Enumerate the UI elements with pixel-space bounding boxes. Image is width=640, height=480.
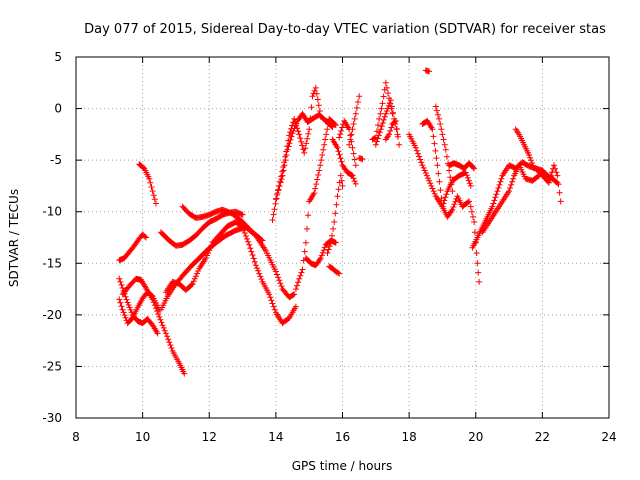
series-trace-z <box>419 117 473 220</box>
series-trace-w <box>422 67 433 75</box>
y-tick-label: 5 <box>54 50 62 64</box>
series-trace-af <box>532 162 564 205</box>
series-trace-ad <box>479 162 542 236</box>
plus-markers <box>336 117 359 169</box>
series-trace-b <box>136 161 159 207</box>
plus-markers <box>469 159 546 251</box>
series-trace-t <box>369 79 396 143</box>
plus-markers <box>446 160 478 172</box>
plus-markers <box>119 275 188 377</box>
series-trace-ae <box>512 126 537 172</box>
x-tick-label: 12 <box>202 430 217 444</box>
plus-markers <box>419 117 473 220</box>
x-tick-label: 24 <box>601 430 616 444</box>
series-trace-r <box>346 93 363 148</box>
plus-markers <box>369 79 396 143</box>
series-trace-ag <box>539 167 561 186</box>
x-tick-label: 20 <box>468 430 483 444</box>
series-trace-aa <box>446 160 478 172</box>
plus-markers <box>302 237 339 269</box>
series-trace-l <box>292 115 339 293</box>
y-tick-label: 0 <box>54 102 62 116</box>
x-tick-label: 18 <box>401 430 416 444</box>
y-tick-label: -20 <box>42 308 62 322</box>
plus-markers <box>356 155 366 163</box>
series-trace-y <box>406 131 474 210</box>
grid <box>76 57 609 418</box>
y-tick-label: -5 <box>50 153 62 167</box>
series-trace-e <box>119 275 188 377</box>
chart-title: Day 077 of 2015, Sidereal Day-to-day VTE… <box>84 22 606 37</box>
series-trace-q <box>336 117 359 169</box>
series-trace-s <box>356 155 366 163</box>
axis-ticks: 8 10 12 14 16 18 20 22 24 -30 -25 -20 -15 -10 -5 0 5 <box>42 50 616 444</box>
plus-markers <box>269 110 336 223</box>
plus-markers <box>116 231 149 264</box>
y-axis-label: SDTVAR / TECUs <box>7 189 21 287</box>
plus-markers <box>539 167 561 186</box>
x-tick-label: 8 <box>72 430 80 444</box>
plus-markers <box>292 115 339 293</box>
x-tick-label: 10 <box>135 430 150 444</box>
plus-markers <box>532 162 564 205</box>
y-tick-label: -10 <box>42 205 62 219</box>
plus-markers <box>329 136 359 187</box>
series-trace-k <box>269 110 336 223</box>
plus-markers <box>326 263 343 277</box>
y-tick-label: -25 <box>42 359 62 373</box>
y-tick-label: -30 <box>42 411 62 425</box>
plus-markers <box>346 93 363 148</box>
plus-markers <box>422 67 433 75</box>
series-trace-o <box>326 263 343 277</box>
x-tick-label: 14 <box>268 430 283 444</box>
x-tick-label: 16 <box>335 430 350 444</box>
series-trace-i <box>162 219 299 327</box>
series-trace-v <box>382 117 403 148</box>
series-trace-m <box>302 237 339 269</box>
data-points <box>116 67 564 377</box>
plus-markers <box>162 219 299 327</box>
plus-markers <box>324 172 346 256</box>
series-trace-p <box>329 136 359 187</box>
plus-markers <box>382 117 403 148</box>
x-tick-label: 22 <box>535 430 550 444</box>
plus-markers <box>479 162 542 236</box>
x-axis-label: GPS time / hours <box>292 459 393 473</box>
plus-markers <box>406 131 474 210</box>
plus-markers <box>512 126 537 172</box>
y-tick-label: -15 <box>42 256 62 270</box>
series-trace-a <box>116 231 149 264</box>
series-trace-n <box>324 172 346 256</box>
series-trace-ac <box>469 159 546 251</box>
plus-markers <box>136 161 159 207</box>
